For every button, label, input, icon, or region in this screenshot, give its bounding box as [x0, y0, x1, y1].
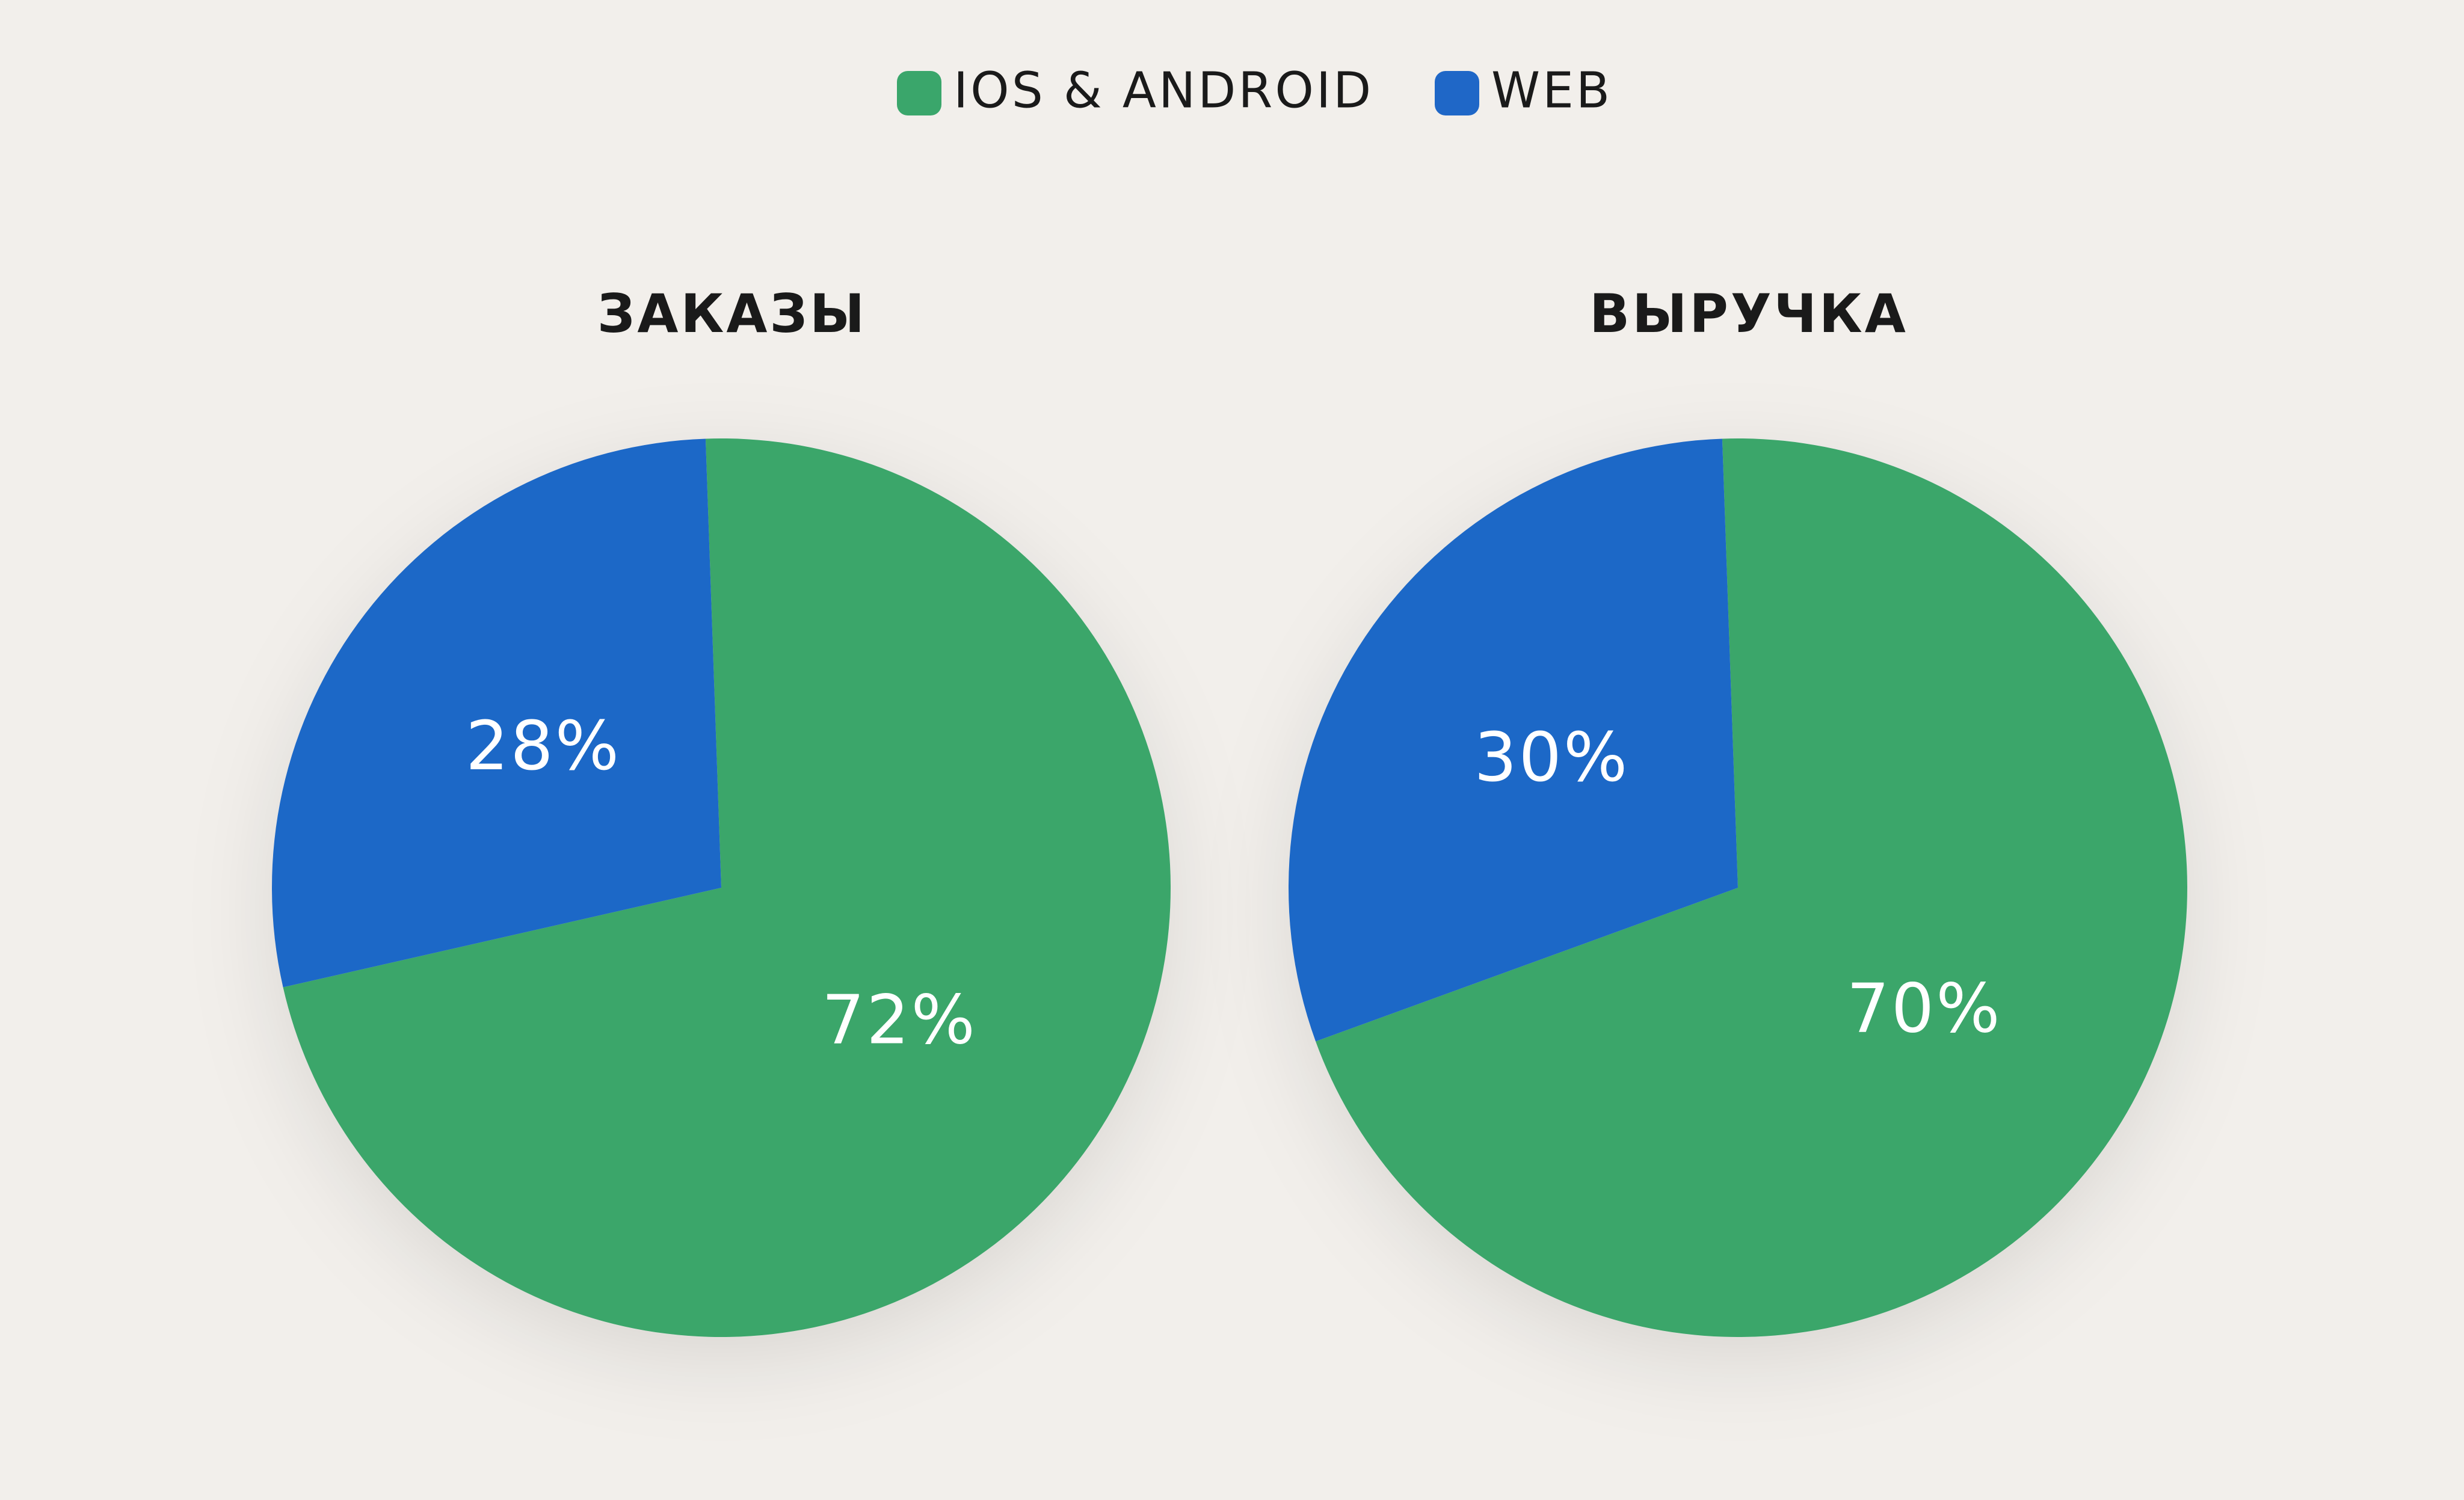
- chart-title: ВЫРУЧКА: [1589, 283, 1908, 345]
- legend-swatch: [1435, 71, 1479, 115]
- pie: [1288, 438, 2187, 1338]
- chart-title: ЗАКАЗЫ: [597, 283, 867, 345]
- pie: [272, 438, 1171, 1337]
- pie-slice: [272, 438, 722, 988]
- value-label: 30%: [1474, 719, 1629, 797]
- legend-swatch: [897, 71, 941, 115]
- legend-label: IOS & ANDROID: [953, 62, 1373, 119]
- value-label: 72%: [822, 982, 977, 1060]
- pie-slice: [1288, 438, 1738, 1042]
- legend-label: WEB: [1491, 62, 1612, 119]
- pie-slice: [283, 438, 1171, 1337]
- value-label: 70%: [1847, 970, 2002, 1048]
- value-label: 28%: [466, 707, 621, 785]
- pie-slice: [1316, 438, 2187, 1338]
